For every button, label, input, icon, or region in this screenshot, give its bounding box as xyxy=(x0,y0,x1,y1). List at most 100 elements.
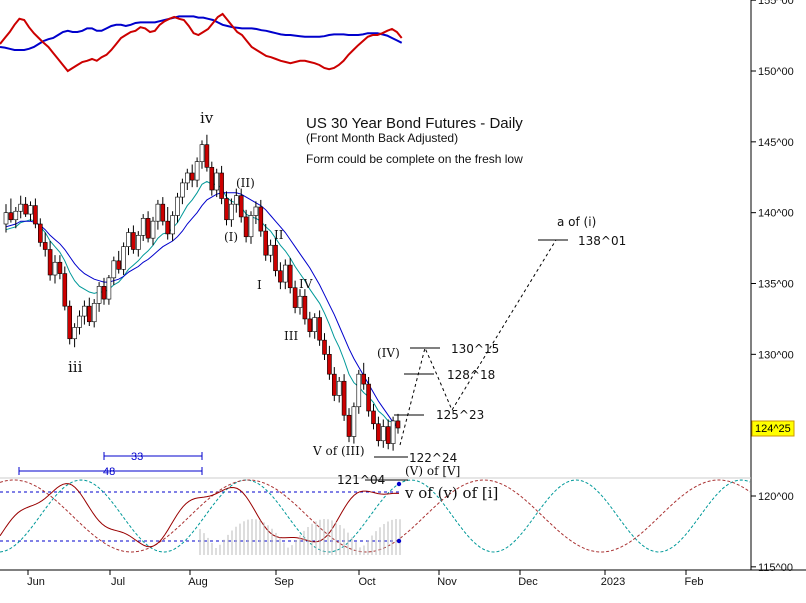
price-axis: 115^00120^00125^00130^00135^00140^00145^… xyxy=(751,0,794,574)
candle-body xyxy=(67,305,72,340)
candle-body xyxy=(101,286,107,300)
candle-body xyxy=(282,264,288,283)
candle-body xyxy=(380,426,386,442)
candle-body xyxy=(189,172,195,181)
wave-label-II-primary: (II) xyxy=(236,176,255,190)
candle-body xyxy=(145,218,151,239)
candlesticks xyxy=(3,134,401,451)
candle-body xyxy=(371,410,376,425)
candle-body xyxy=(238,195,244,218)
candle-body xyxy=(366,383,371,412)
candle-body xyxy=(302,295,308,320)
candle-body xyxy=(62,273,68,307)
candle-body xyxy=(204,144,210,168)
candle-body xyxy=(278,270,283,283)
candle-body xyxy=(376,423,381,442)
price-tick-label: 155^00 xyxy=(758,0,794,7)
candle-body xyxy=(150,220,156,239)
cycle-wave-long xyxy=(0,479,751,553)
cycle-marker-dot xyxy=(396,538,402,544)
moving-average-line xyxy=(5,192,399,429)
moving-average-line xyxy=(5,180,399,426)
candle-body xyxy=(131,232,136,250)
candle-body xyxy=(297,295,303,308)
wave-label-iii: iii xyxy=(68,358,83,376)
candle-body xyxy=(317,317,322,341)
candle-body xyxy=(258,206,264,232)
candle-body xyxy=(248,215,254,238)
candle-body xyxy=(209,167,215,191)
candle-body xyxy=(263,230,269,256)
candle-body xyxy=(91,303,97,323)
time-tick-label: Sep xyxy=(274,576,294,588)
last-price-label: 124^25 xyxy=(755,423,791,435)
time-tick-label: 2023 xyxy=(601,576,625,588)
time-tick-label: Dec xyxy=(518,576,538,588)
candle-body xyxy=(77,315,82,328)
candle-body xyxy=(47,249,53,276)
top-indicator-line xyxy=(0,12,403,73)
level-label-138: 138^01 xyxy=(578,234,626,248)
level-label-125: 125^23 xyxy=(436,408,484,422)
candle-body xyxy=(13,210,19,221)
candle-body xyxy=(243,216,249,238)
candle-body xyxy=(8,212,14,221)
candle-body xyxy=(336,380,342,396)
time-tick-label: Jun xyxy=(27,576,45,588)
candle-body xyxy=(341,380,347,416)
level-label-128: 128^18 xyxy=(447,368,495,382)
projection-line xyxy=(399,239,557,446)
candle-body xyxy=(170,215,175,235)
wave-label-v-of-i: v of (v) of [i] xyxy=(404,484,498,502)
candle-body xyxy=(361,373,367,385)
candle-body xyxy=(42,242,48,250)
price-tick-label: 150^00 xyxy=(758,66,794,78)
wave-label-I: I xyxy=(257,278,262,292)
candle-body xyxy=(136,235,141,250)
wave-label-v-of-III: V of (III) xyxy=(312,444,365,458)
candle-body xyxy=(116,260,121,270)
candle-body xyxy=(96,286,102,304)
level-label-130: 130^15 xyxy=(451,342,499,356)
candle-body xyxy=(82,305,87,317)
candle-body xyxy=(23,203,28,215)
candle-body xyxy=(327,354,332,375)
candle-body xyxy=(234,195,239,205)
candle-body xyxy=(322,339,327,355)
candle-body xyxy=(312,317,318,332)
candle-body xyxy=(307,318,313,332)
price-tick-label: 115^00 xyxy=(758,562,793,574)
price-tick-label: 145^00 xyxy=(758,137,794,149)
price-tick-label: 130^00 xyxy=(758,349,794,361)
wave-label-II: II xyxy=(274,228,284,242)
cycle-48-label: 48 xyxy=(103,466,115,478)
candle-body xyxy=(126,232,131,247)
moving-averages xyxy=(5,180,399,429)
candle-body xyxy=(356,373,362,408)
wave-label-III: III xyxy=(284,329,298,343)
candle-body xyxy=(253,206,259,216)
wave-label-IV-primary: (IV) xyxy=(377,346,400,360)
candle-body xyxy=(18,203,24,212)
candle-body xyxy=(229,203,234,221)
wave-label-iv: iv xyxy=(200,109,214,127)
candle-body xyxy=(33,205,38,225)
cycle-wave-short xyxy=(0,479,751,553)
candle-body xyxy=(287,264,293,289)
candle-body xyxy=(385,426,391,444)
candle-body xyxy=(106,277,112,300)
candle-body xyxy=(155,203,161,222)
cycle-indicator xyxy=(0,479,751,555)
candle-body xyxy=(224,198,229,221)
time-tick-label: Nov xyxy=(437,576,457,588)
level-label-121: 121^04 xyxy=(337,473,385,487)
top-indicator-line xyxy=(0,15,403,51)
time-tick-label: Aug xyxy=(188,576,208,588)
candle-body xyxy=(346,414,352,437)
time-tick-label: Feb xyxy=(685,576,704,588)
candle-body xyxy=(292,287,298,308)
candle-body xyxy=(194,161,200,181)
wave-label-a-of-i: a of (i) xyxy=(557,215,596,229)
candle-body xyxy=(3,212,9,225)
